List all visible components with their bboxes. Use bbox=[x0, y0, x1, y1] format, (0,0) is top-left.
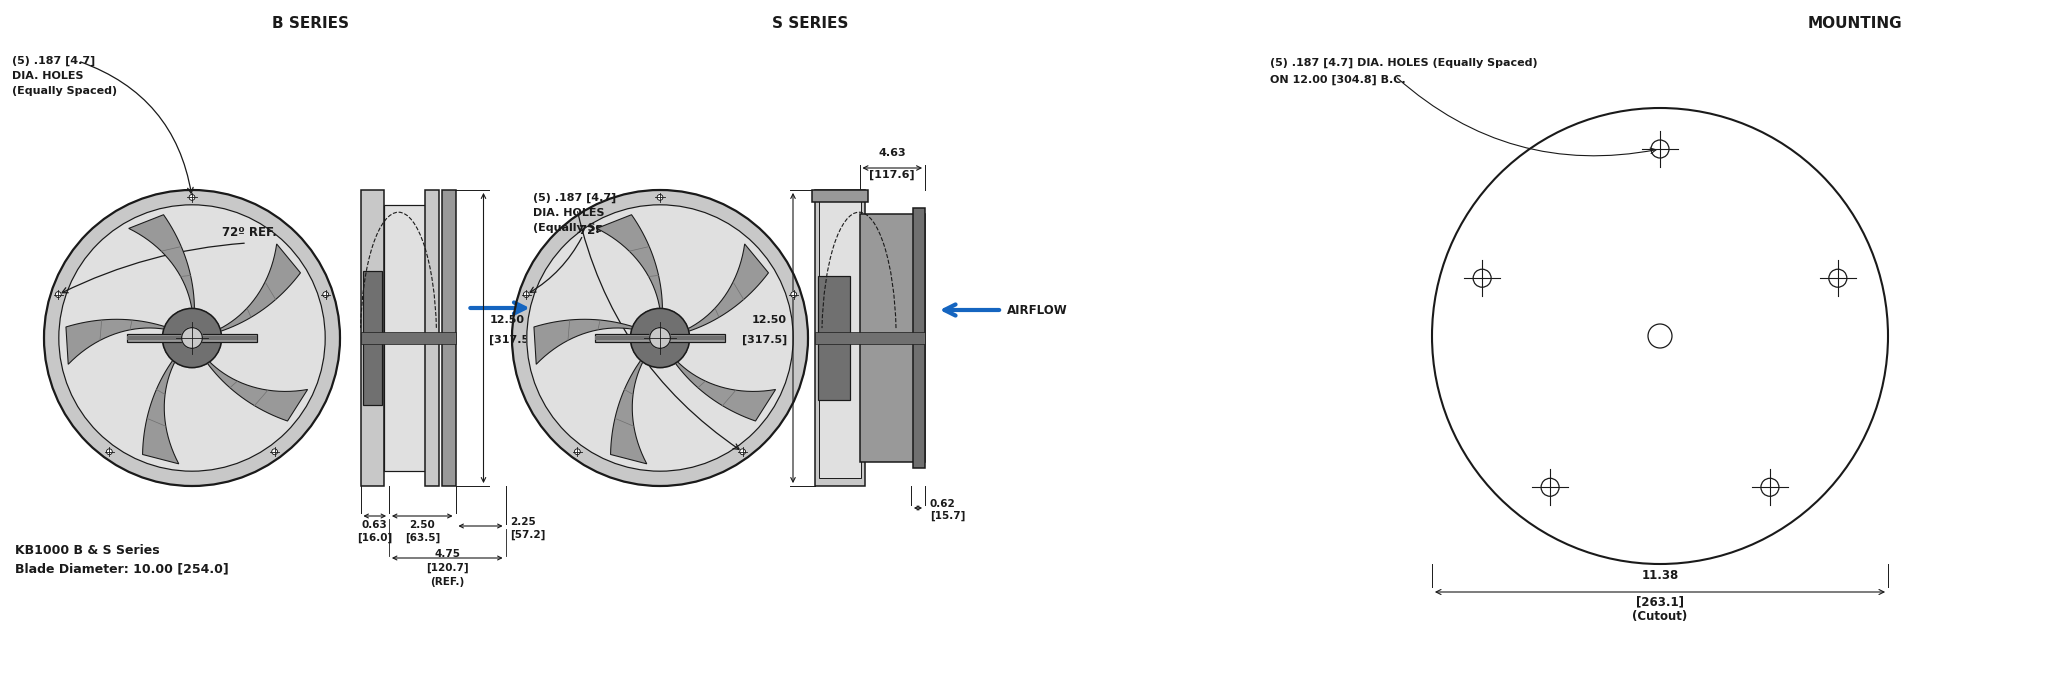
Circle shape bbox=[162, 308, 221, 368]
Polygon shape bbox=[596, 215, 662, 310]
Text: 4.75: 4.75 bbox=[434, 549, 461, 559]
Text: S SERIES: S SERIES bbox=[772, 16, 848, 31]
Polygon shape bbox=[129, 215, 195, 310]
Circle shape bbox=[739, 449, 745, 455]
Circle shape bbox=[106, 449, 113, 455]
Text: Blade Diameter: 10.00 [254.0]: Blade Diameter: 10.00 [254.0] bbox=[14, 562, 229, 575]
Bar bbox=[594, 335, 725, 341]
Text: [317.5]: [317.5] bbox=[489, 335, 535, 345]
Polygon shape bbox=[143, 359, 178, 464]
Text: [317.5]: [317.5] bbox=[741, 335, 786, 345]
Polygon shape bbox=[66, 319, 166, 364]
Circle shape bbox=[1651, 140, 1669, 158]
Bar bbox=[594, 334, 725, 342]
Circle shape bbox=[657, 195, 664, 200]
Text: ON 12.00 [304.8] B.C.: ON 12.00 [304.8] B.C. bbox=[1270, 75, 1405, 85]
Text: [63.5]: [63.5] bbox=[406, 533, 440, 544]
Circle shape bbox=[43, 190, 340, 486]
Bar bbox=[819, 198, 860, 478]
Text: (Equally Spaced): (Equally Spaced) bbox=[12, 86, 117, 96]
Text: 11.38: 11.38 bbox=[1640, 569, 1679, 582]
Polygon shape bbox=[610, 359, 647, 464]
Bar bbox=[815, 332, 926, 344]
Circle shape bbox=[188, 195, 195, 200]
Text: (5) .187 [4.7]: (5) .187 [4.7] bbox=[12, 56, 96, 66]
Text: 4.63: 4.63 bbox=[879, 148, 905, 158]
Bar bbox=[817, 276, 850, 400]
Bar bbox=[360, 190, 385, 486]
Bar bbox=[362, 271, 381, 405]
Text: MOUNTING: MOUNTING bbox=[1808, 16, 1903, 31]
Bar bbox=[426, 190, 438, 486]
Bar bbox=[127, 335, 258, 341]
Text: 72º REF.: 72º REF. bbox=[580, 224, 633, 237]
Text: (5) .187 [4.7] DIA. HOLES (Equally Spaced): (5) .187 [4.7] DIA. HOLES (Equally Space… bbox=[1270, 58, 1538, 68]
Polygon shape bbox=[207, 361, 307, 421]
Bar bbox=[815, 190, 864, 486]
Circle shape bbox=[59, 205, 326, 471]
Circle shape bbox=[1473, 269, 1491, 287]
Circle shape bbox=[1761, 479, 1780, 496]
Text: 12.50: 12.50 bbox=[489, 315, 524, 325]
Text: 0.63: 0.63 bbox=[362, 520, 387, 530]
Text: [15.7]: [15.7] bbox=[930, 511, 965, 521]
Text: B SERIES: B SERIES bbox=[272, 16, 348, 31]
Circle shape bbox=[526, 205, 793, 471]
Bar bbox=[811, 190, 868, 202]
Text: AIRFLOW: AIRFLOW bbox=[1008, 304, 1067, 316]
Polygon shape bbox=[535, 319, 635, 364]
Text: 2.25: 2.25 bbox=[510, 517, 537, 527]
Circle shape bbox=[1540, 479, 1559, 496]
Text: KB1000 B & S Series: KB1000 B & S Series bbox=[14, 544, 160, 557]
Text: DIA. HOLES: DIA. HOLES bbox=[12, 71, 84, 81]
Text: (Equally Spaced): (Equally Spaced) bbox=[532, 223, 639, 233]
Circle shape bbox=[182, 328, 203, 348]
Text: (Cutout): (Cutout) bbox=[1632, 610, 1688, 623]
Text: [117.6]: [117.6] bbox=[870, 170, 915, 180]
Circle shape bbox=[324, 291, 328, 297]
Polygon shape bbox=[686, 244, 768, 332]
Text: [16.0]: [16.0] bbox=[356, 533, 393, 544]
Text: AIRFLOW: AIRFLOW bbox=[537, 301, 598, 314]
Text: 12.50: 12.50 bbox=[752, 315, 786, 325]
Circle shape bbox=[512, 190, 809, 486]
Text: 2.50: 2.50 bbox=[410, 520, 434, 530]
Text: (5) .187 [4.7]: (5) .187 [4.7] bbox=[532, 193, 616, 203]
Circle shape bbox=[272, 449, 279, 455]
Text: [120.7]: [120.7] bbox=[426, 563, 469, 573]
Bar bbox=[913, 208, 926, 468]
Bar bbox=[127, 334, 258, 342]
Bar bbox=[360, 332, 455, 344]
Circle shape bbox=[631, 308, 690, 368]
Text: DIA. HOLES: DIA. HOLES bbox=[532, 208, 604, 218]
Circle shape bbox=[573, 449, 580, 455]
Bar bbox=[385, 205, 436, 471]
Polygon shape bbox=[674, 361, 776, 421]
Circle shape bbox=[649, 328, 670, 348]
Text: [57.2]: [57.2] bbox=[510, 530, 547, 540]
Text: (REF.): (REF.) bbox=[430, 577, 465, 587]
Circle shape bbox=[791, 291, 797, 297]
Bar bbox=[442, 190, 455, 486]
Text: [263.1]: [263.1] bbox=[1636, 595, 1683, 608]
Bar bbox=[860, 214, 926, 462]
Text: 72º REF.: 72º REF. bbox=[221, 226, 276, 239]
Circle shape bbox=[1829, 269, 1847, 287]
Text: 0.62: 0.62 bbox=[930, 499, 956, 509]
Circle shape bbox=[55, 291, 61, 297]
Circle shape bbox=[524, 291, 528, 297]
Polygon shape bbox=[219, 244, 301, 332]
